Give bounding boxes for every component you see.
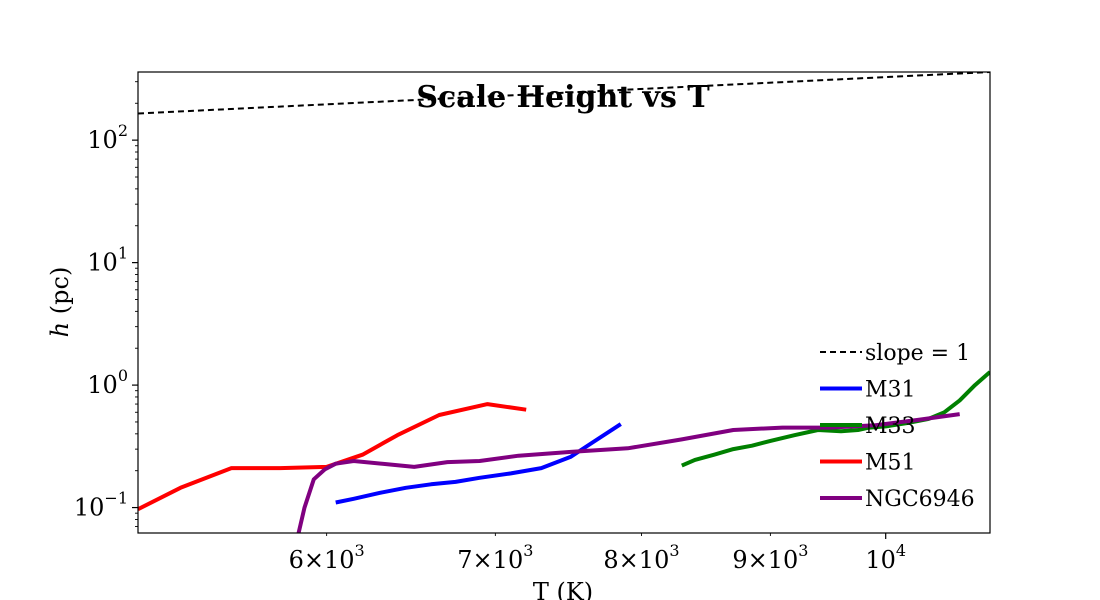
x-tick-label: 6×103	[289, 541, 365, 574]
legend-label-m51: M51	[865, 451, 916, 476]
tick-layer: 10−1 100 101 102 6×103 7×103 8×103 9×103 104	[74, 82, 906, 574]
plot-frame	[138, 72, 990, 533]
x-tick-label: 104	[865, 541, 906, 574]
legend-label-slope-1: slope = 1	[865, 341, 970, 366]
series-line-m51	[138, 404, 526, 509]
legend-label-m31: M31	[865, 378, 916, 403]
y-axis-label-italic: h	[46, 322, 74, 337]
series-line-m33	[682, 372, 990, 466]
legend: slope = 1 M31 M33 M51 NGC6946	[820, 341, 975, 512]
chart-title: Scale Height vs T	[416, 80, 710, 115]
series-line-ngc6946	[297, 414, 960, 539]
legend-label-m33: M33	[865, 414, 916, 439]
series-layer	[138, 72, 990, 539]
y-tick-label: 101	[87, 244, 128, 277]
x-tick-label: 7×103	[457, 541, 533, 574]
y-tick-label: 100	[87, 366, 128, 399]
y-tick-label: 10−1	[74, 489, 128, 522]
y-axis-label-unit: (pc)	[46, 267, 74, 322]
x-tick-label: 9×103	[732, 541, 808, 574]
legend-label-ngc6946: NGC6946	[865, 487, 975, 512]
x-tick-label: 8×103	[603, 541, 679, 574]
y-axis-label: h (pc)	[46, 267, 74, 338]
y-tick-label: 102	[87, 121, 128, 154]
x-axis-label: T (K)	[533, 578, 593, 600]
